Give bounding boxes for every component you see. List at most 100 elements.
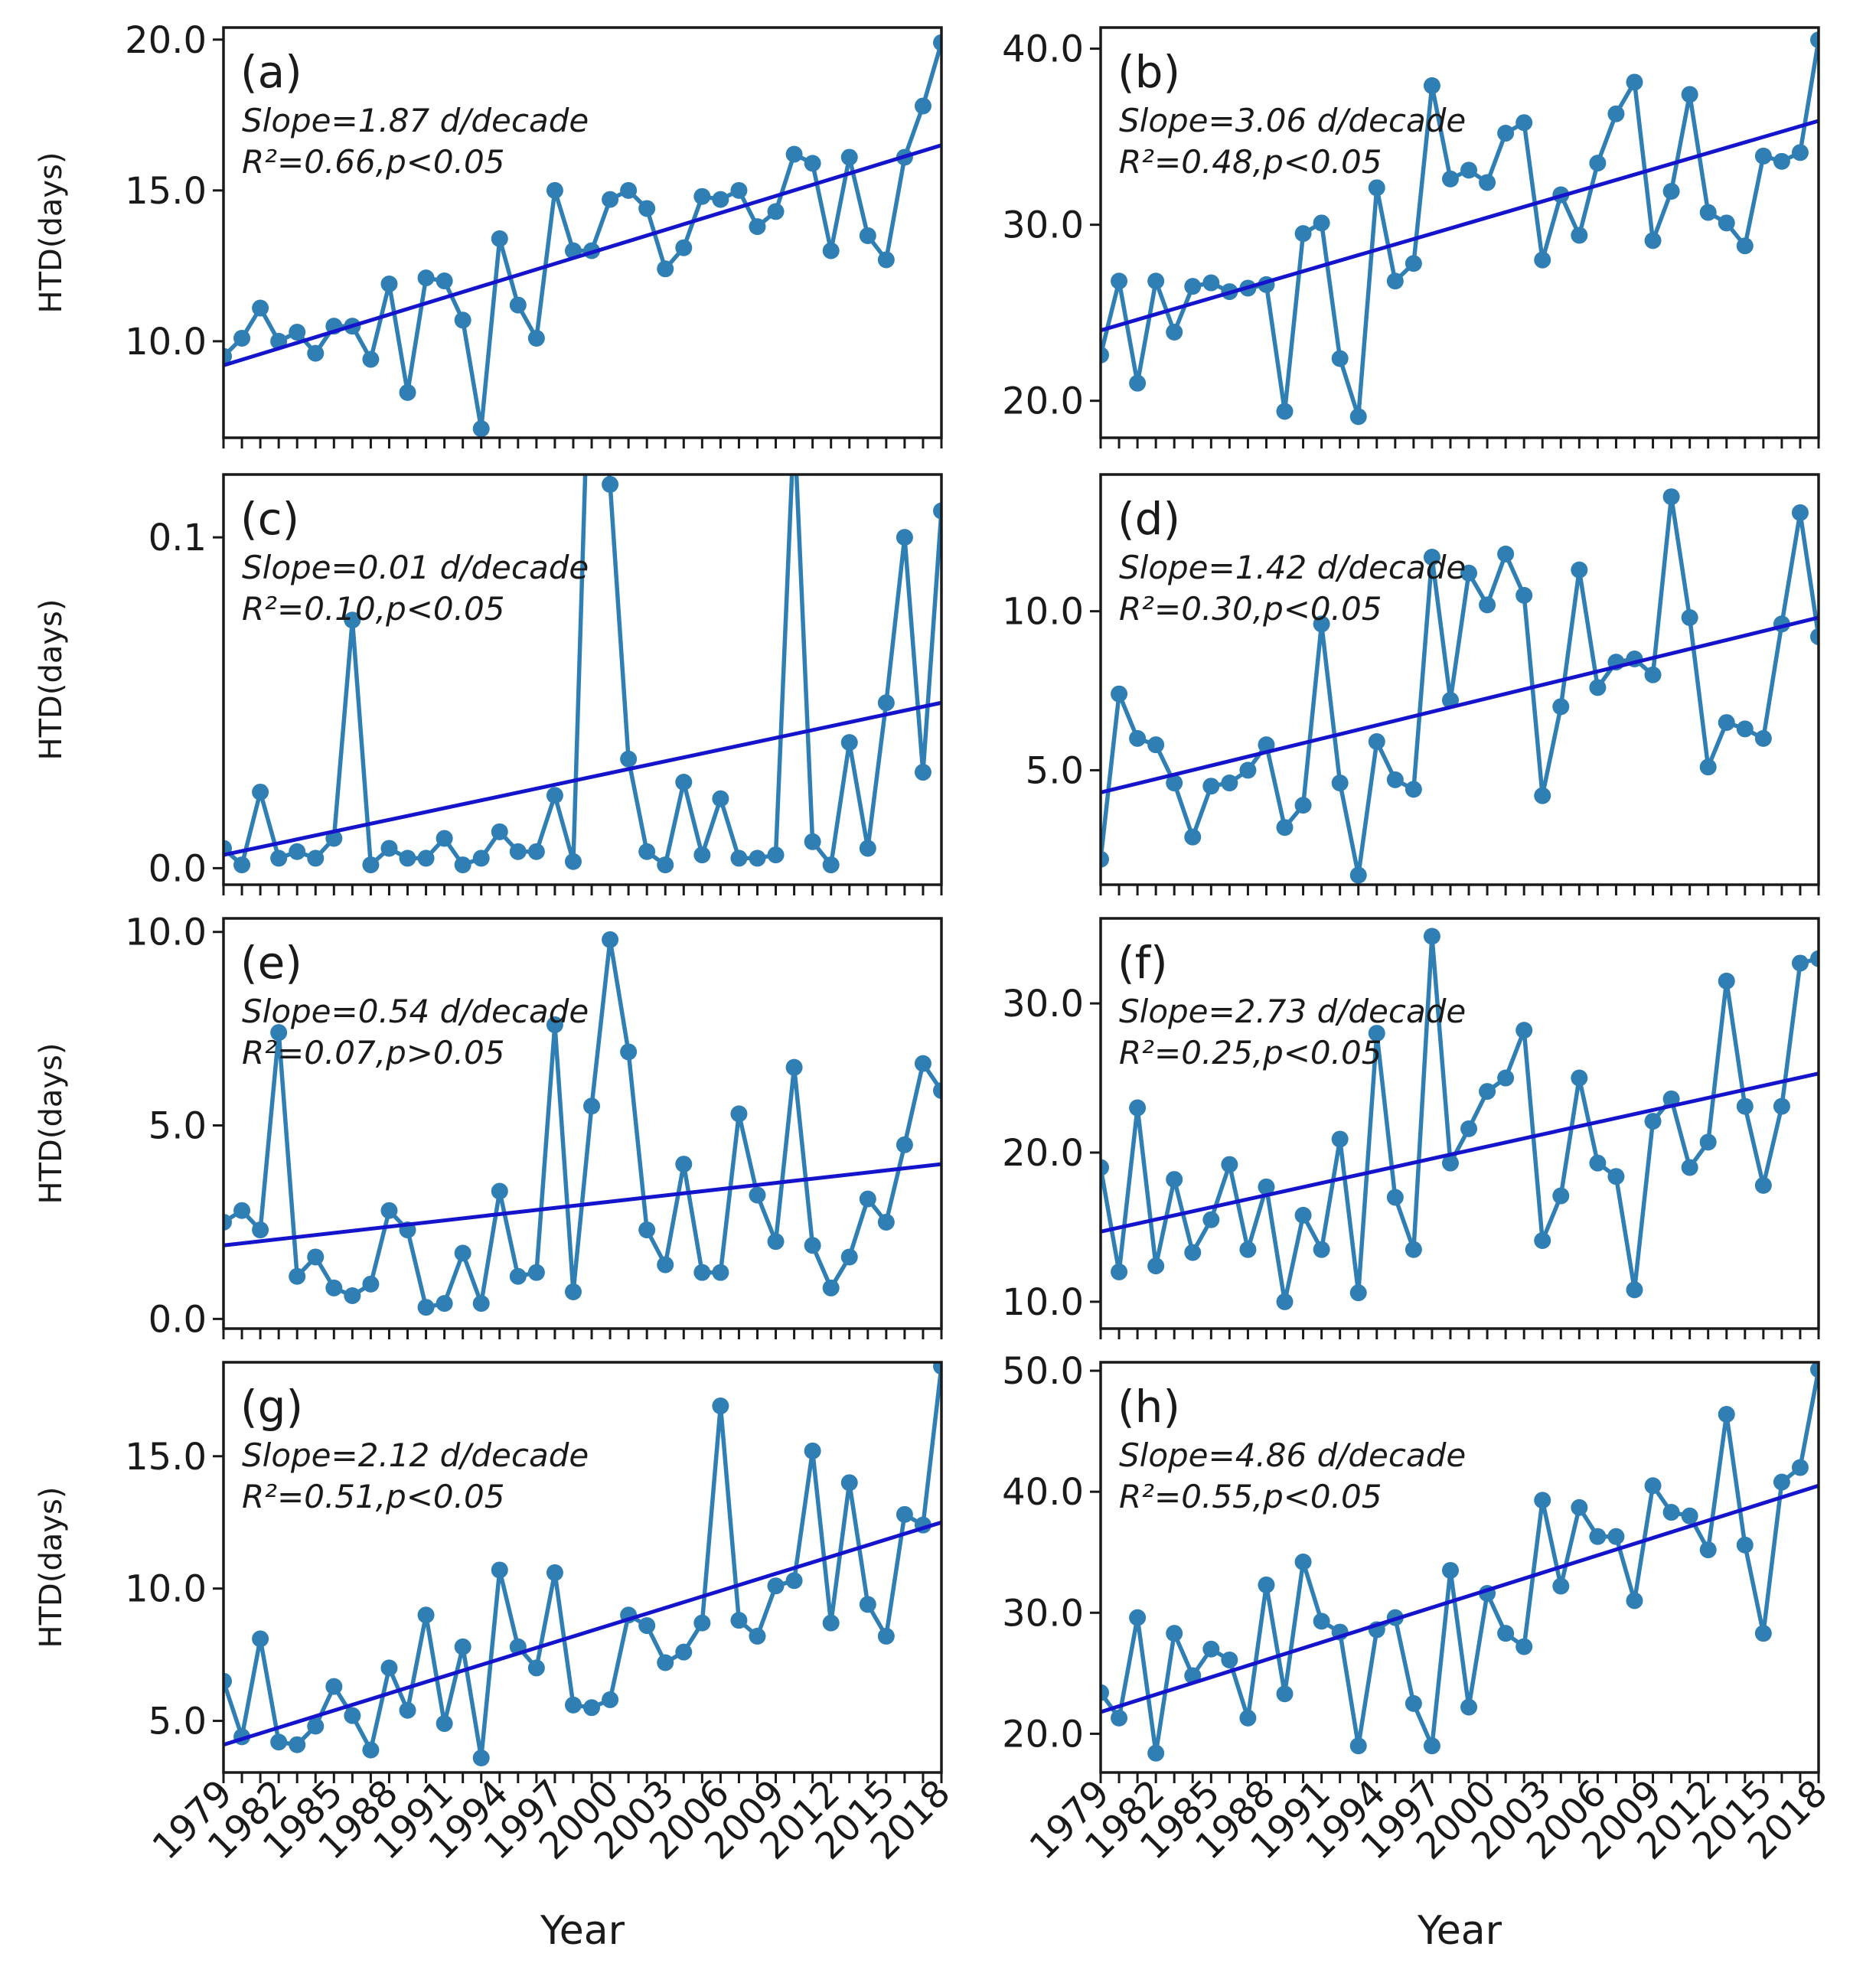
y-axis-label: HTD(days) — [34, 1043, 69, 1205]
data-point — [1331, 1130, 1349, 1148]
data-point — [1699, 758, 1717, 776]
data-point — [1718, 714, 1735, 732]
plot-area — [223, 931, 941, 1316]
data-point — [1386, 272, 1404, 290]
data-point — [1221, 1651, 1238, 1668]
data-point — [380, 276, 398, 292]
data-point — [1736, 720, 1754, 738]
data-point — [1111, 1263, 1128, 1280]
data-point — [749, 850, 766, 867]
data-point — [1460, 1698, 1478, 1716]
data-point — [804, 1237, 821, 1254]
data-point — [822, 1614, 840, 1632]
data-point — [840, 734, 858, 752]
data-point — [417, 269, 435, 287]
y-tick-label: 0.0 — [148, 1298, 207, 1341]
data-point — [1736, 237, 1754, 255]
data-point — [1147, 1744, 1165, 1762]
data-point — [527, 329, 545, 347]
y-tick-label: 10.0 — [125, 911, 207, 954]
data-point — [693, 188, 711, 205]
data-point — [896, 1505, 913, 1523]
data-point — [1607, 1168, 1625, 1185]
data-point — [822, 1279, 840, 1296]
data-point — [730, 1612, 748, 1629]
data-point — [657, 260, 674, 278]
data-point — [693, 846, 711, 864]
y-tick-label: 20.0 — [1002, 1713, 1084, 1756]
trend-line — [1101, 1071, 1819, 1234]
y-tick-label: 10.0 — [125, 1568, 207, 1611]
data-point — [1276, 819, 1294, 836]
data-point — [1111, 272, 1128, 290]
data-point — [1773, 1097, 1790, 1115]
data-point — [1497, 1625, 1515, 1642]
data-point — [472, 1749, 490, 1766]
data-point — [325, 1678, 343, 1695]
data-point — [1736, 1536, 1754, 1554]
y-tick-label: 50.0 — [1002, 1350, 1084, 1393]
data-point — [1276, 1685, 1294, 1703]
data-point — [472, 850, 490, 867]
slope-annotation: Slope=0.01 d/decade — [242, 549, 589, 586]
data-point — [1129, 729, 1147, 747]
data-point — [1699, 1133, 1717, 1151]
panel-b: 20.0 30.0 40.0 (b) Slope=3.06 d/decade R²=0.4… — [1002, 26, 1820, 448]
data-point — [1276, 1293, 1294, 1310]
data-point — [693, 1614, 711, 1632]
x-axis-label: Year — [540, 1908, 625, 1954]
data-point — [583, 1699, 601, 1717]
data-point — [1221, 1156, 1238, 1173]
data-point — [436, 1295, 453, 1313]
r2-annotation: R²=0.48,p<0.05 — [1119, 143, 1382, 181]
data-point — [620, 1043, 638, 1061]
data-point — [1294, 225, 1312, 243]
r2-annotation: R²=0.55,p<0.05 — [1119, 1478, 1382, 1515]
data-point — [289, 324, 306, 341]
data-point — [914, 97, 931, 115]
data-point — [1405, 781, 1422, 798]
data-point — [583, 258, 600, 275]
data-point — [767, 1233, 785, 1251]
data-point — [344, 1287, 361, 1305]
data-point — [785, 1572, 803, 1590]
data-point — [1294, 1553, 1312, 1570]
data-point — [1571, 1499, 1588, 1516]
data-point — [1129, 1609, 1147, 1626]
data-point — [1349, 1737, 1367, 1755]
data-point — [730, 1105, 748, 1123]
data-point — [1166, 1625, 1183, 1642]
trend-line — [223, 1520, 941, 1747]
data-point — [1441, 1561, 1459, 1579]
panel-label: (a) — [240, 46, 302, 98]
series-line — [1101, 934, 1819, 1304]
data-point — [454, 1244, 471, 1262]
data-point — [1810, 950, 1819, 967]
data-point — [362, 856, 380, 874]
data-point — [1571, 1069, 1588, 1087]
data-point — [840, 148, 858, 166]
trend-line — [1101, 119, 1819, 333]
data-point — [675, 1643, 693, 1661]
data-point — [1101, 1159, 1109, 1176]
data-point — [527, 843, 545, 860]
data-point — [1184, 828, 1202, 846]
data-point — [1607, 1528, 1625, 1545]
data-point — [399, 1701, 416, 1719]
data-point — [436, 830, 453, 847]
data-point — [1405, 255, 1422, 272]
y-tick-label: 20.0 — [125, 19, 207, 62]
data-point — [1239, 1241, 1257, 1258]
panel-label: (b) — [1117, 46, 1180, 98]
y-tick-label: 5.0 — [148, 1105, 207, 1148]
data-point — [289, 843, 306, 860]
data-point — [362, 351, 380, 368]
data-point — [1202, 1640, 1220, 1658]
data-point — [527, 1264, 545, 1281]
slope-annotation: Slope=1.87 d/decade — [242, 102, 589, 139]
r2-annotation: R²=0.30,p<0.05 — [1119, 590, 1382, 628]
panel-label: (c) — [240, 493, 299, 545]
data-point — [1258, 736, 1275, 754]
data-point — [417, 850, 435, 867]
data-point — [362, 1741, 380, 1759]
